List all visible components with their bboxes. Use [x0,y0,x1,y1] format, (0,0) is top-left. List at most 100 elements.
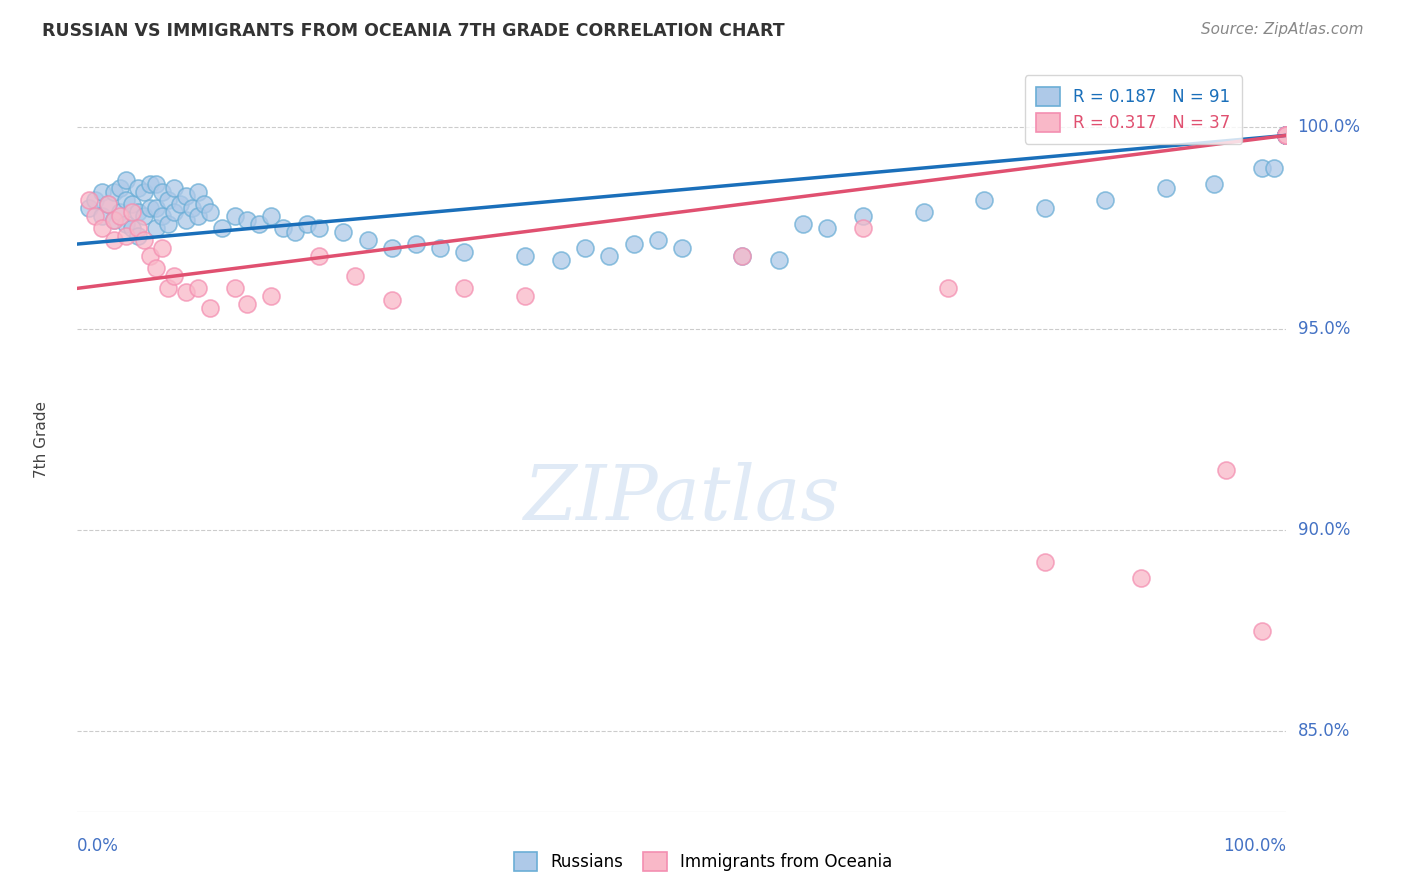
Point [127,180,149,194]
Point [79,193,101,207]
Point [96,196,118,211]
Point [114,217,136,231]
Point [163,204,186,219]
Text: 85.0%: 85.0% [1298,723,1350,740]
Point [114,172,136,186]
Point [200,204,222,219]
Point [271,221,294,235]
Point [852,209,875,223]
Point [187,209,209,223]
Point [1275,128,1298,143]
Point [127,204,149,219]
Point [90,185,112,199]
Point [163,180,186,194]
Point [1263,161,1285,175]
Point [108,204,131,219]
Text: 90.0%: 90.0% [1298,521,1350,539]
Point [295,217,318,231]
Point [1275,128,1298,143]
Point [1275,128,1298,143]
Point [1154,180,1177,194]
Point [647,233,669,247]
Text: 95.0%: 95.0% [1298,319,1350,337]
Point [356,233,378,247]
Point [1275,128,1298,143]
Point [193,196,215,211]
Point [260,209,283,223]
Point [121,204,143,219]
Point [235,213,257,227]
Point [114,193,136,207]
Point [405,237,427,252]
Point [852,221,875,235]
Point [598,249,620,263]
Point [121,196,143,211]
Point [127,221,149,235]
Text: 100.0%: 100.0% [1223,837,1286,855]
Text: 100.0%: 100.0% [1298,119,1361,136]
Legend: Russians, Immigrants from Oceania: Russians, Immigrants from Oceania [505,843,901,880]
Point [1275,128,1298,143]
Point [815,221,838,235]
Point [1251,624,1274,638]
Point [139,249,162,263]
Point [574,241,596,255]
Point [1275,128,1298,143]
Point [114,229,136,244]
Point [90,221,112,235]
Point [912,204,935,219]
Point [308,221,330,235]
Point [453,245,475,260]
Point [936,281,959,295]
Point [731,249,754,263]
Point [1251,161,1274,175]
Point [181,201,204,215]
Point [224,281,246,295]
Point [103,213,125,227]
Point [132,185,155,199]
Point [1275,128,1298,143]
Point [224,209,246,223]
Point [260,289,283,303]
Point [1275,128,1298,143]
Point [132,209,155,223]
Point [121,221,143,235]
Point [235,297,257,311]
Point [1275,128,1298,143]
Point [973,193,995,207]
Point [103,185,125,199]
Point [145,177,167,191]
Point [308,249,330,263]
Point [103,213,125,227]
Point [1275,128,1298,143]
Point [792,217,814,231]
Point [550,253,572,268]
Point [157,217,180,231]
Point [768,253,790,268]
Point [79,201,101,215]
Point [1275,128,1298,143]
Point [1094,193,1116,207]
Point [1275,128,1298,143]
Point [1130,571,1153,585]
Point [187,281,209,295]
Point [145,201,167,215]
Point [513,249,536,263]
Point [145,221,167,235]
Text: 7th Grade: 7th Grade [34,401,49,478]
Text: RUSSIAN VS IMMIGRANTS FROM OCEANIA 7TH GRADE CORRELATION CHART: RUSSIAN VS IMMIGRANTS FROM OCEANIA 7TH G… [42,22,785,40]
Point [1275,128,1298,143]
Point [174,285,197,300]
Point [96,196,118,211]
Point [381,241,404,255]
Point [429,241,451,255]
Point [1275,128,1298,143]
Point [174,213,197,227]
Point [344,269,367,284]
Point [332,225,354,239]
Point [132,233,155,247]
Point [150,241,173,255]
Point [84,193,107,207]
Point [108,209,131,223]
Point [731,249,754,263]
